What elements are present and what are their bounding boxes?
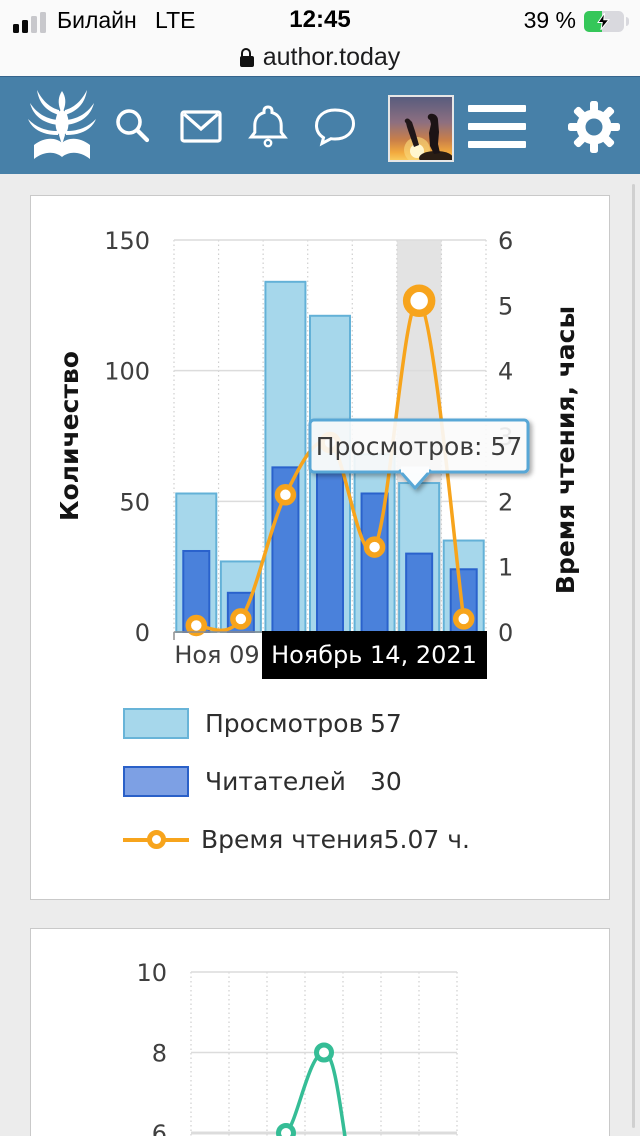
svg-text:4: 4 (498, 358, 513, 386)
legend-label: Время чтения (201, 825, 384, 854)
svg-text:6: 6 (498, 227, 513, 255)
second-chart-card: 10 8 6 (30, 928, 610, 1136)
page-content: 0501001500123456КоличествоВремя чтения, … (0, 174, 640, 1136)
signal-strength-icon (13, 12, 46, 33)
svg-text:Ноя 09: Ноя 09 (174, 641, 259, 669)
legend-value: 57 (370, 709, 402, 738)
search-icon[interactable] (113, 106, 153, 146)
svg-text:50: 50 (119, 488, 150, 516)
views-readers-chart[interactable]: 0501001500123456КоличествоВремя чтения, … (31, 196, 609, 899)
svg-text:Количество: Количество (55, 351, 84, 521)
site-logo-phoenix-icon[interactable] (26, 85, 98, 167)
legend-value: 5.07 ч. (383, 825, 470, 854)
svg-text:0: 0 (135, 619, 150, 647)
clock: 12:45 (289, 6, 351, 33)
legend-value: 30 (370, 767, 402, 796)
charging-bolt-icon (597, 13, 610, 30)
carrier-label: Билайн (57, 7, 137, 33)
address-bar[interactable]: author.today (0, 40, 640, 74)
gear-icon[interactable] (566, 99, 622, 155)
svg-text:150: 150 (104, 227, 150, 255)
legend-label: Просмотров (205, 709, 364, 738)
chart-legend: Просмотров 57 Читателей 30 Время чтения … (123, 708, 470, 882)
stats-chart-card: 0501001500123456КоличествоВремя чтения, … (30, 195, 610, 900)
battery-icon (584, 11, 629, 32)
battery-percent: 39 % (523, 7, 576, 33)
svg-text:5: 5 (498, 292, 513, 320)
svg-text:Просмотров: 57: Просмотров: 57 (316, 432, 523, 461)
svg-text:6: 6 (152, 1120, 167, 1136)
views-swatch (123, 708, 189, 739)
svg-text:8: 8 (152, 1040, 167, 1068)
network-type-label: LTE (155, 7, 196, 33)
chat-icon[interactable] (313, 107, 357, 149)
legend-row-readers: Читателей 30 (123, 766, 470, 797)
user-avatar[interactable] (388, 95, 454, 162)
status-bar: Билайн LTE 12:45 39 % author.today (0, 0, 640, 76)
legend-row-reading-time: Время чтения 5.07 ч. (123, 824, 470, 855)
url-domain[interactable]: author.today (262, 42, 401, 71)
lock-icon (239, 48, 254, 67)
mail-icon[interactable] (180, 110, 222, 144)
svg-text:100: 100 (104, 358, 150, 386)
svg-text:Время чтения, часы: Время чтения, часы (551, 306, 580, 594)
secondary-line-chart[interactable]: 10 8 6 (31, 929, 609, 1136)
reading-time-marker (123, 826, 189, 853)
legend-row-views: Просмотров 57 (123, 708, 470, 739)
site-header (0, 76, 640, 174)
scrollbar[interactable] (632, 184, 635, 1128)
svg-text:10: 10 (136, 959, 167, 987)
readers-swatch (123, 766, 189, 797)
menu-icon[interactable] (468, 105, 526, 159)
svg-text:Ноябрь 14, 2021: Ноябрь 14, 2021 (271, 641, 477, 669)
svg-text:0: 0 (498, 619, 513, 647)
legend-label: Читателей (205, 767, 346, 796)
svg-text:1: 1 (498, 554, 513, 582)
bell-icon[interactable] (248, 103, 288, 151)
svg-text:2: 2 (498, 488, 513, 516)
